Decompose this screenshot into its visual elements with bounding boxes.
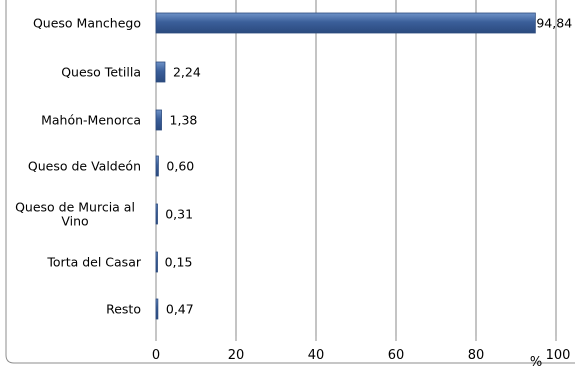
bar xyxy=(155,298,159,320)
x-tick-label: 60 xyxy=(388,348,405,363)
bar xyxy=(155,109,162,131)
x-tick-label: 0 xyxy=(152,348,160,363)
category-label: Mahón-Menorca xyxy=(41,113,141,128)
bar xyxy=(155,155,159,177)
category-label: Vino xyxy=(61,214,88,229)
category-label: Queso Manchego xyxy=(33,16,141,31)
data-label: 0,31 xyxy=(165,207,193,222)
x-tick-label: 40 xyxy=(308,348,325,363)
x-tick-label: 20 xyxy=(228,348,245,363)
x-unit-label: % xyxy=(530,355,542,367)
data-label: 1,38 xyxy=(170,113,198,128)
category-label: Queso de Valdeón xyxy=(28,159,141,174)
category-label: Resto xyxy=(106,302,141,317)
data-label: 0,47 xyxy=(166,302,194,317)
bar xyxy=(155,12,536,34)
bar xyxy=(155,203,158,225)
bar xyxy=(155,251,158,273)
category-label: Torta del Casar xyxy=(46,255,141,270)
data-label: 2,24 xyxy=(173,65,201,80)
x-tick-label: 80 xyxy=(468,348,485,363)
x-tick-label: 100 xyxy=(546,348,571,363)
chart-frame xyxy=(5,0,575,364)
data-label: 0,60 xyxy=(166,159,194,174)
category-label: Queso de Murcia al xyxy=(15,200,135,215)
category-label: Queso Tetilla xyxy=(61,65,141,80)
bar xyxy=(155,61,166,83)
data-label: 94,84 xyxy=(536,16,572,31)
data-label: 0,15 xyxy=(165,255,193,270)
